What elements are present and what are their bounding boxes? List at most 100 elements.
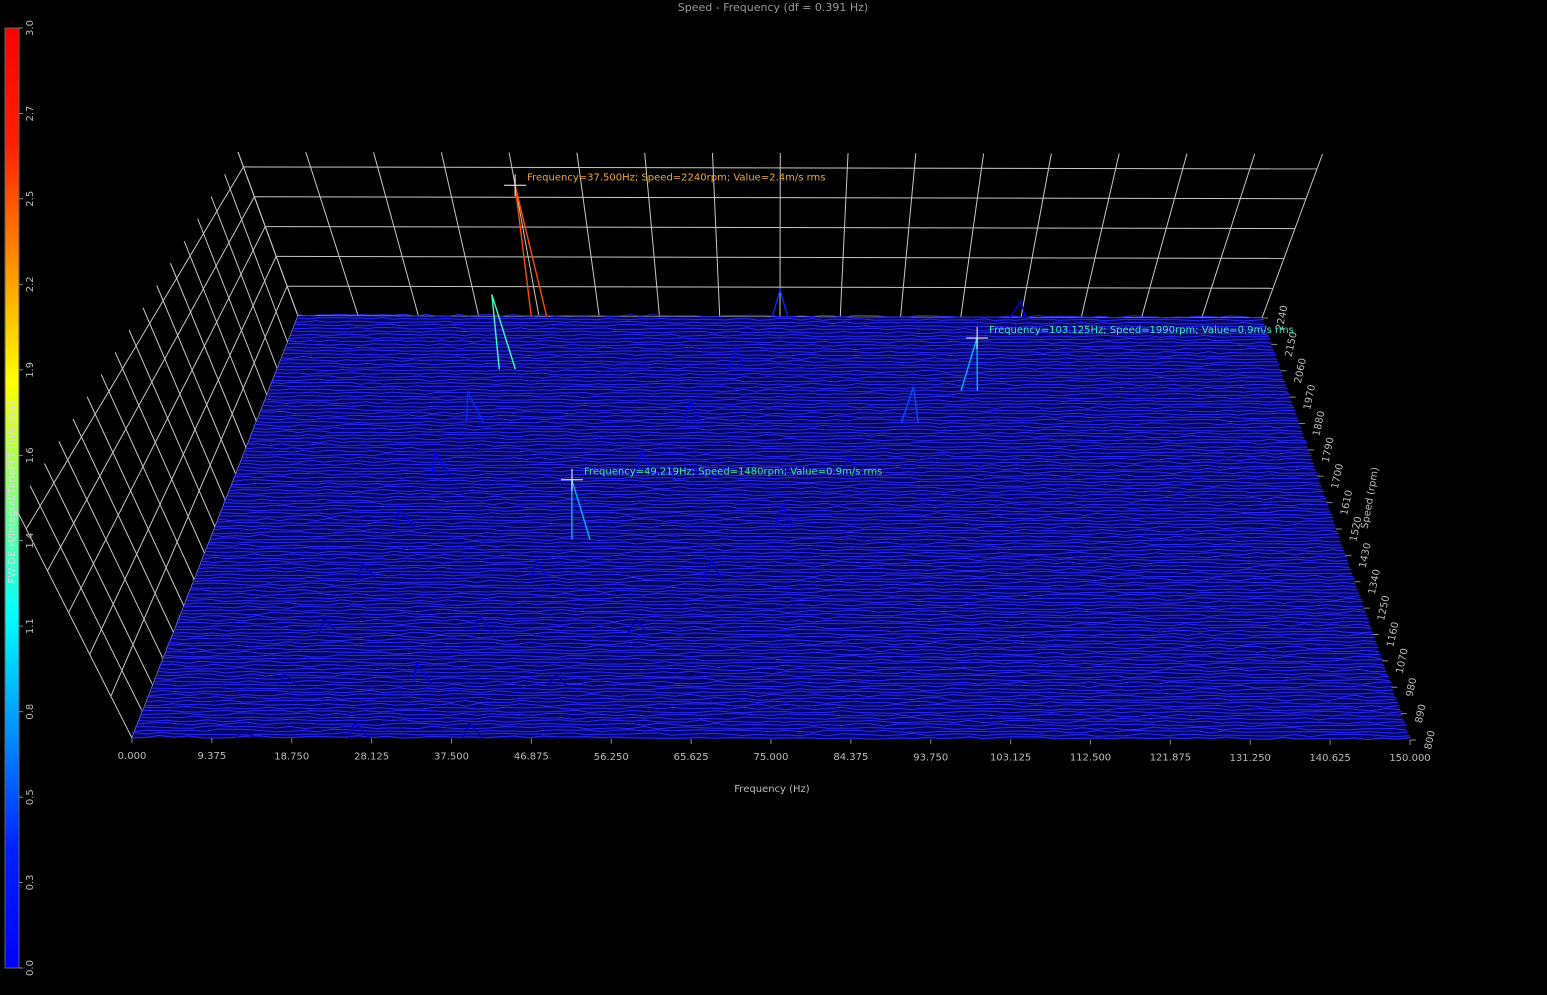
spectrum-row [172,631,1375,637]
y-tick-label: 1520 [1348,516,1364,543]
spectrum-row [159,663,1386,669]
spectrum-row [237,466,1316,471]
x-tick-label: 112.500 [1070,753,1111,764]
spectrum-row [245,446,1309,452]
spectrum-row [233,475,1320,481]
peak [1009,299,1027,318]
spectrum-row [209,537,1341,543]
colorbar-tick-label: 3.0 [25,20,36,36]
x-tick-label: 150.000 [1389,753,1430,764]
spectrum-row [238,462,1315,468]
left-wall-grid-line [156,285,237,475]
left-wall-grid-line [183,240,257,422]
spectrum-row [255,420,1301,426]
spectrum-row [136,721,1407,728]
left-wall-grid-line [224,174,289,343]
spectrum-row [160,660,1384,666]
colorbar-tick-label: 2.5 [25,191,36,207]
spectrum-row [281,355,1278,361]
spectrum-row [190,586,1359,592]
x-tick-label: 46.875 [514,752,549,763]
y-tick-label: 1160 [1385,621,1401,648]
peak [771,287,789,318]
colorbar-tick-label: 1.6 [25,447,36,463]
x-tick-label: 0.000 [118,751,147,762]
x-tick-label: 140.625 [1309,753,1350,764]
spectrum-row [270,381,1287,387]
peak [395,505,415,528]
x-tick-label: 93.750 [913,752,948,763]
spectrum-row [175,624,1372,630]
spectrum-row [144,702,1400,708]
spectrum-row [165,647,1380,653]
peak [318,617,339,634]
spectrum-row [260,407,1296,413]
y-tick-label: 2150 [1284,331,1300,358]
left-wall-grid-line [15,507,133,739]
spectrum-row [261,404,1295,410]
left-wall-grid-line [128,329,216,528]
spectrum-row [256,417,1299,422]
spectrum-row [149,689,1395,695]
colorbar-label: FW-DE-H/Integral/TimeFFT (m/s rms) [7,401,18,584]
back-wall-grid-line [440,152,480,317]
spectrum-row [243,449,1311,455]
left-wall-grid-line [86,396,185,607]
y-tick-label: 980 [1405,677,1420,698]
left-wall-grid-line [237,151,299,317]
peak [491,294,517,370]
back-wall-grid-line [576,152,600,317]
spectrum-row [282,352,1277,358]
spectrum-row [140,712,1404,718]
spectrum-row [188,589,1360,595]
colorbar-tick-label: 2.7 [25,106,36,122]
colorbar-tick-label: 1.4 [25,533,36,549]
spectrum-row [178,614,1369,621]
spectrum-row [206,543,1344,549]
spectrum-row [250,433,1305,439]
colorbar [4,27,20,969]
spectrum-row [191,582,1357,588]
x-tick-label: 103.125 [990,752,1031,763]
spectrum-row [275,368,1282,374]
y-tick-label: 1700 [1330,463,1346,490]
spectrum-row [273,375,1284,381]
spectrum-row [141,709,1403,714]
back-wall-grid-line [711,152,721,317]
back-wall-grid-line [960,153,985,318]
spectrum-row [231,482,1322,488]
spectrum-row [170,634,1376,640]
peak [412,661,434,687]
spectrum-row [176,618,1370,624]
left-wall-grid-line [114,352,206,554]
spectrum-row [293,323,1267,329]
spectrum-row [235,469,1318,475]
back-wall-grid-line [644,152,660,317]
annotation-label: Frequency=49.219Hz; Speed=1480rpm; Value… [584,467,882,478]
spectrum-row [131,731,1410,738]
y-tick-label: 2240 [1274,305,1290,332]
spectrum-row [227,492,1325,497]
peak [465,389,484,423]
spectrum-row [185,595,1362,601]
y-tick-label: 1250 [1376,595,1392,622]
y-tick-label: 2060 [1293,357,1309,384]
back-wall-grid-line [254,196,1307,200]
peak [431,450,450,476]
floor [132,316,1410,740]
left-wall-grid-line [68,226,266,613]
spectrum-row [228,488,1325,494]
spectrum-row [150,687,1394,692]
spectrum-row [290,333,1270,338]
y-tick-label: 1070 [1395,647,1411,674]
back-wall-grid-line [276,255,1285,259]
y-tick-label: 1610 [1339,489,1355,516]
spectrum-row [203,550,1346,556]
y-tick-label: 1880 [1311,410,1327,437]
spectrum-row [164,650,1382,656]
spectrum-row [229,485,1323,491]
spectrum-row [284,346,1274,351]
left-wall-grid-line [210,196,278,369]
y-tick-label: 1340 [1367,568,1383,595]
x-tick-label: 18.750 [274,751,309,762]
